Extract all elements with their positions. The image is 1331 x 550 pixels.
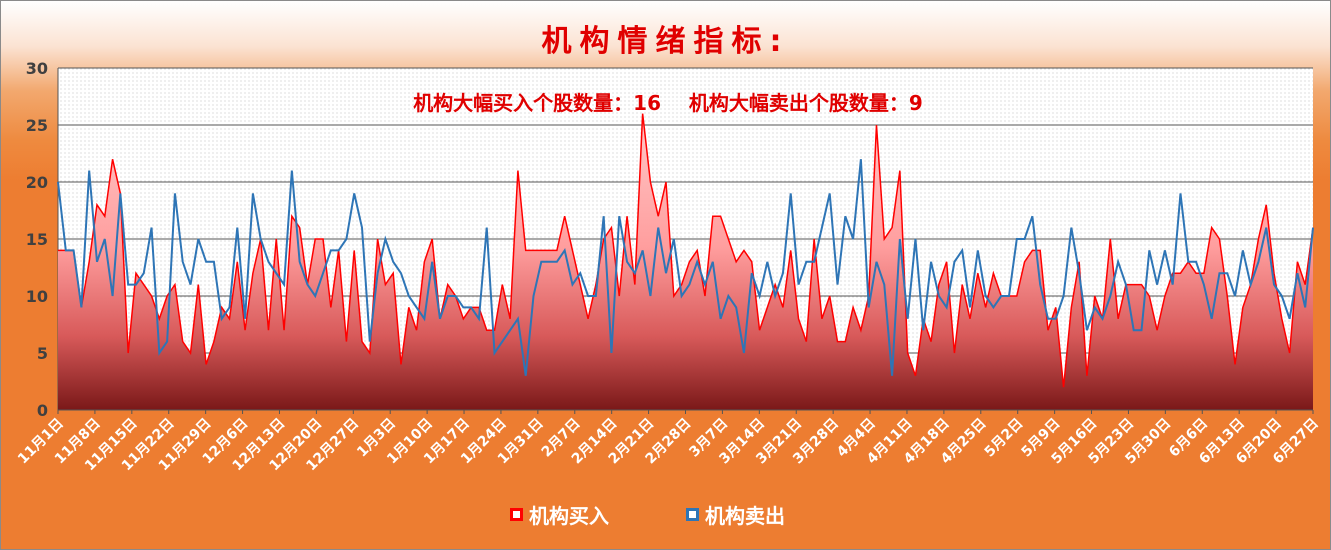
legend-label-sell: 机构卖出 xyxy=(705,504,785,528)
y-tick-label: 10 xyxy=(26,287,48,306)
legend-swatch-buy xyxy=(510,508,523,521)
x-tick-label: 5月2日 xyxy=(982,416,1027,461)
legend-item-buy[interactable]: 机构买入 xyxy=(510,500,609,529)
chart-annotation: 机构大幅买入个股数量：16 机构大幅卖出个股数量：9 xyxy=(413,91,923,115)
series-buy-line xyxy=(58,113,1314,388)
legend-item-sell[interactable]: 机构卖出 xyxy=(686,500,785,529)
y-tick-label: 25 xyxy=(26,116,48,135)
chart-title: 机构情绪指标: xyxy=(541,24,790,59)
legend: 机构买入 机构卖出 xyxy=(0,500,1331,530)
y-tick-label: 0 xyxy=(37,401,48,420)
y-tick-label: 20 xyxy=(26,173,48,192)
legend-label-buy: 机构买入 xyxy=(529,504,609,528)
y-tick-label: 5 xyxy=(37,344,48,363)
legend-swatch-sell xyxy=(686,508,699,521)
series-sell-line xyxy=(57,159,1314,376)
y-tick-label: 30 xyxy=(26,59,48,78)
y-tick-label: 15 xyxy=(26,230,48,249)
series-buy-area xyxy=(58,113,1313,410)
